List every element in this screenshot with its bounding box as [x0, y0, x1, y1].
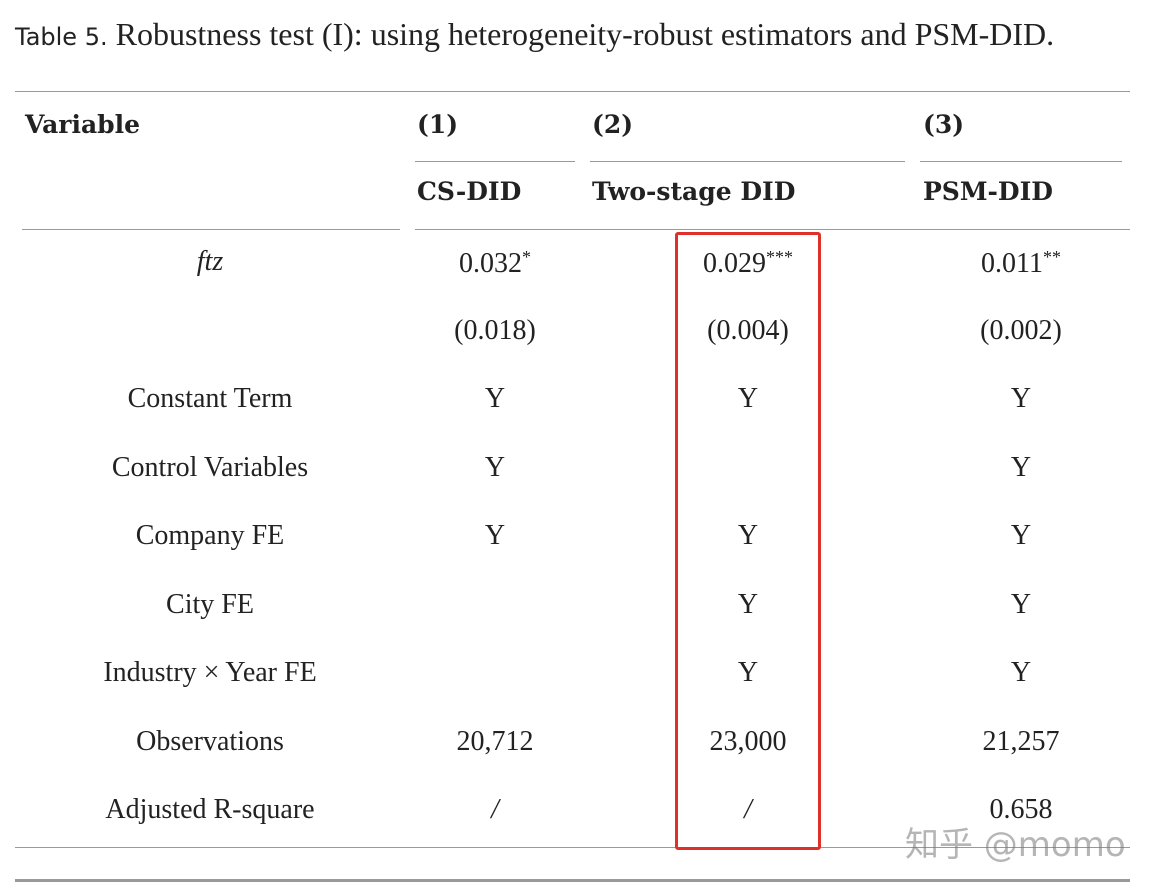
row-label: Control Variables — [111, 451, 309, 483]
cell-text: 0.658 — [989, 794, 1053, 825]
cell: 21,257 — [982, 725, 1060, 757]
column-number: (2) — [592, 110, 634, 139]
cell: Y — [485, 522, 505, 550]
cell-text: Adjusted R-square — [105, 794, 315, 825]
cell-text: 0.032 — [459, 248, 522, 279]
cell: 20,712 — [456, 725, 534, 757]
cell-text: Y — [1010, 657, 1032, 688]
column-number: (1) — [417, 110, 459, 139]
cell-text: (0.018) — [454, 314, 536, 346]
cell: Y — [1011, 522, 1031, 550]
cell: (0.018) — [454, 314, 536, 346]
cell-text: Control Variables — [111, 451, 309, 483]
cell-text: ftz — [196, 246, 224, 277]
cell-text: Y — [737, 383, 759, 414]
cell: (0.004) — [707, 314, 789, 346]
cell: 0.658 — [990, 796, 1053, 824]
cell: 0.029*** — [703, 248, 793, 278]
column-name: Two-stage DID — [592, 177, 796, 206]
cell: (0.002) — [980, 314, 1062, 346]
cell: Y — [737, 588, 759, 620]
cell: Y — [738, 659, 758, 687]
cell: Y — [484, 451, 506, 483]
row-label: Industry × Year FE — [103, 659, 316, 687]
rule — [15, 91, 1130, 92]
cell-text: 23,000 — [709, 725, 787, 757]
caption: Table 5. Robustness test (I): using hete… — [15, 18, 1054, 50]
cell: / — [491, 796, 499, 824]
row-label: City FE — [166, 588, 254, 620]
stars: * — [522, 247, 531, 267]
cell-text: Constant Term — [127, 383, 293, 414]
row-label: ftz — [197, 248, 223, 276]
cell-text: Y — [484, 520, 506, 551]
column-name: CS-DID — [417, 177, 522, 206]
cell-text: Y — [1010, 383, 1032, 414]
cell: 0.011** — [981, 248, 1061, 278]
column-name: PSM-DID — [923, 177, 1053, 206]
stars: *** — [766, 247, 793, 267]
cell: Y — [1011, 659, 1031, 687]
cell-text: Y — [737, 657, 759, 688]
caption-text: Robustness test (I): using heterogeneity… — [115, 16, 1055, 52]
cell-text: Y — [1010, 451, 1032, 483]
column-number: (3) — [923, 110, 965, 139]
cell-text: / — [491, 794, 499, 825]
cell-text: Y — [1010, 588, 1032, 620]
highlight-box — [675, 232, 821, 850]
rule — [15, 879, 1130, 882]
row-label: Constant Term — [128, 385, 293, 413]
cell-text: Observations — [136, 725, 284, 757]
cell-text: City FE — [166, 588, 254, 620]
caption-label: Table 5. — [15, 23, 108, 51]
stars: ** — [1042, 247, 1061, 267]
rule — [590, 161, 905, 162]
row-label: Company FE — [136, 522, 285, 550]
rule — [920, 161, 1122, 162]
rule — [415, 229, 1130, 230]
cell: Y — [485, 385, 505, 413]
cell-text: 0.029 — [703, 248, 766, 279]
cell: 23,000 — [709, 725, 787, 757]
cell-text: (0.004) — [707, 314, 789, 346]
cell-text: (0.002) — [980, 314, 1062, 346]
row-label: Observations — [136, 725, 284, 757]
cell-text: 0.011 — [981, 248, 1043, 279]
rule — [415, 161, 575, 162]
cell-text: Y — [1010, 520, 1032, 551]
cell: Y — [1010, 588, 1032, 620]
cell-text: / — [744, 794, 752, 825]
cell-text: Industry × Year FE — [103, 657, 317, 688]
watermark: 知乎 @momo — [905, 825, 1126, 865]
cell-text: Y — [737, 520, 759, 551]
header-variable: Variable — [25, 110, 141, 139]
cell: Y — [1010, 451, 1032, 483]
cell: 0.032* — [459, 248, 531, 278]
cell-text: Y — [484, 451, 506, 483]
cell-text: Company FE — [135, 520, 285, 551]
rule — [22, 229, 400, 230]
cell-text: Y — [737, 588, 759, 620]
row-label: Adjusted R-square — [105, 796, 314, 824]
cell: / — [744, 796, 752, 824]
cell-text: Y — [484, 383, 506, 414]
rule — [15, 847, 1130, 848]
cell: Y — [1011, 385, 1031, 413]
cell: Y — [738, 385, 758, 413]
cell: Y — [738, 522, 758, 550]
cell-text: 21,257 — [982, 725, 1060, 757]
cell-text: 20,712 — [456, 725, 534, 757]
